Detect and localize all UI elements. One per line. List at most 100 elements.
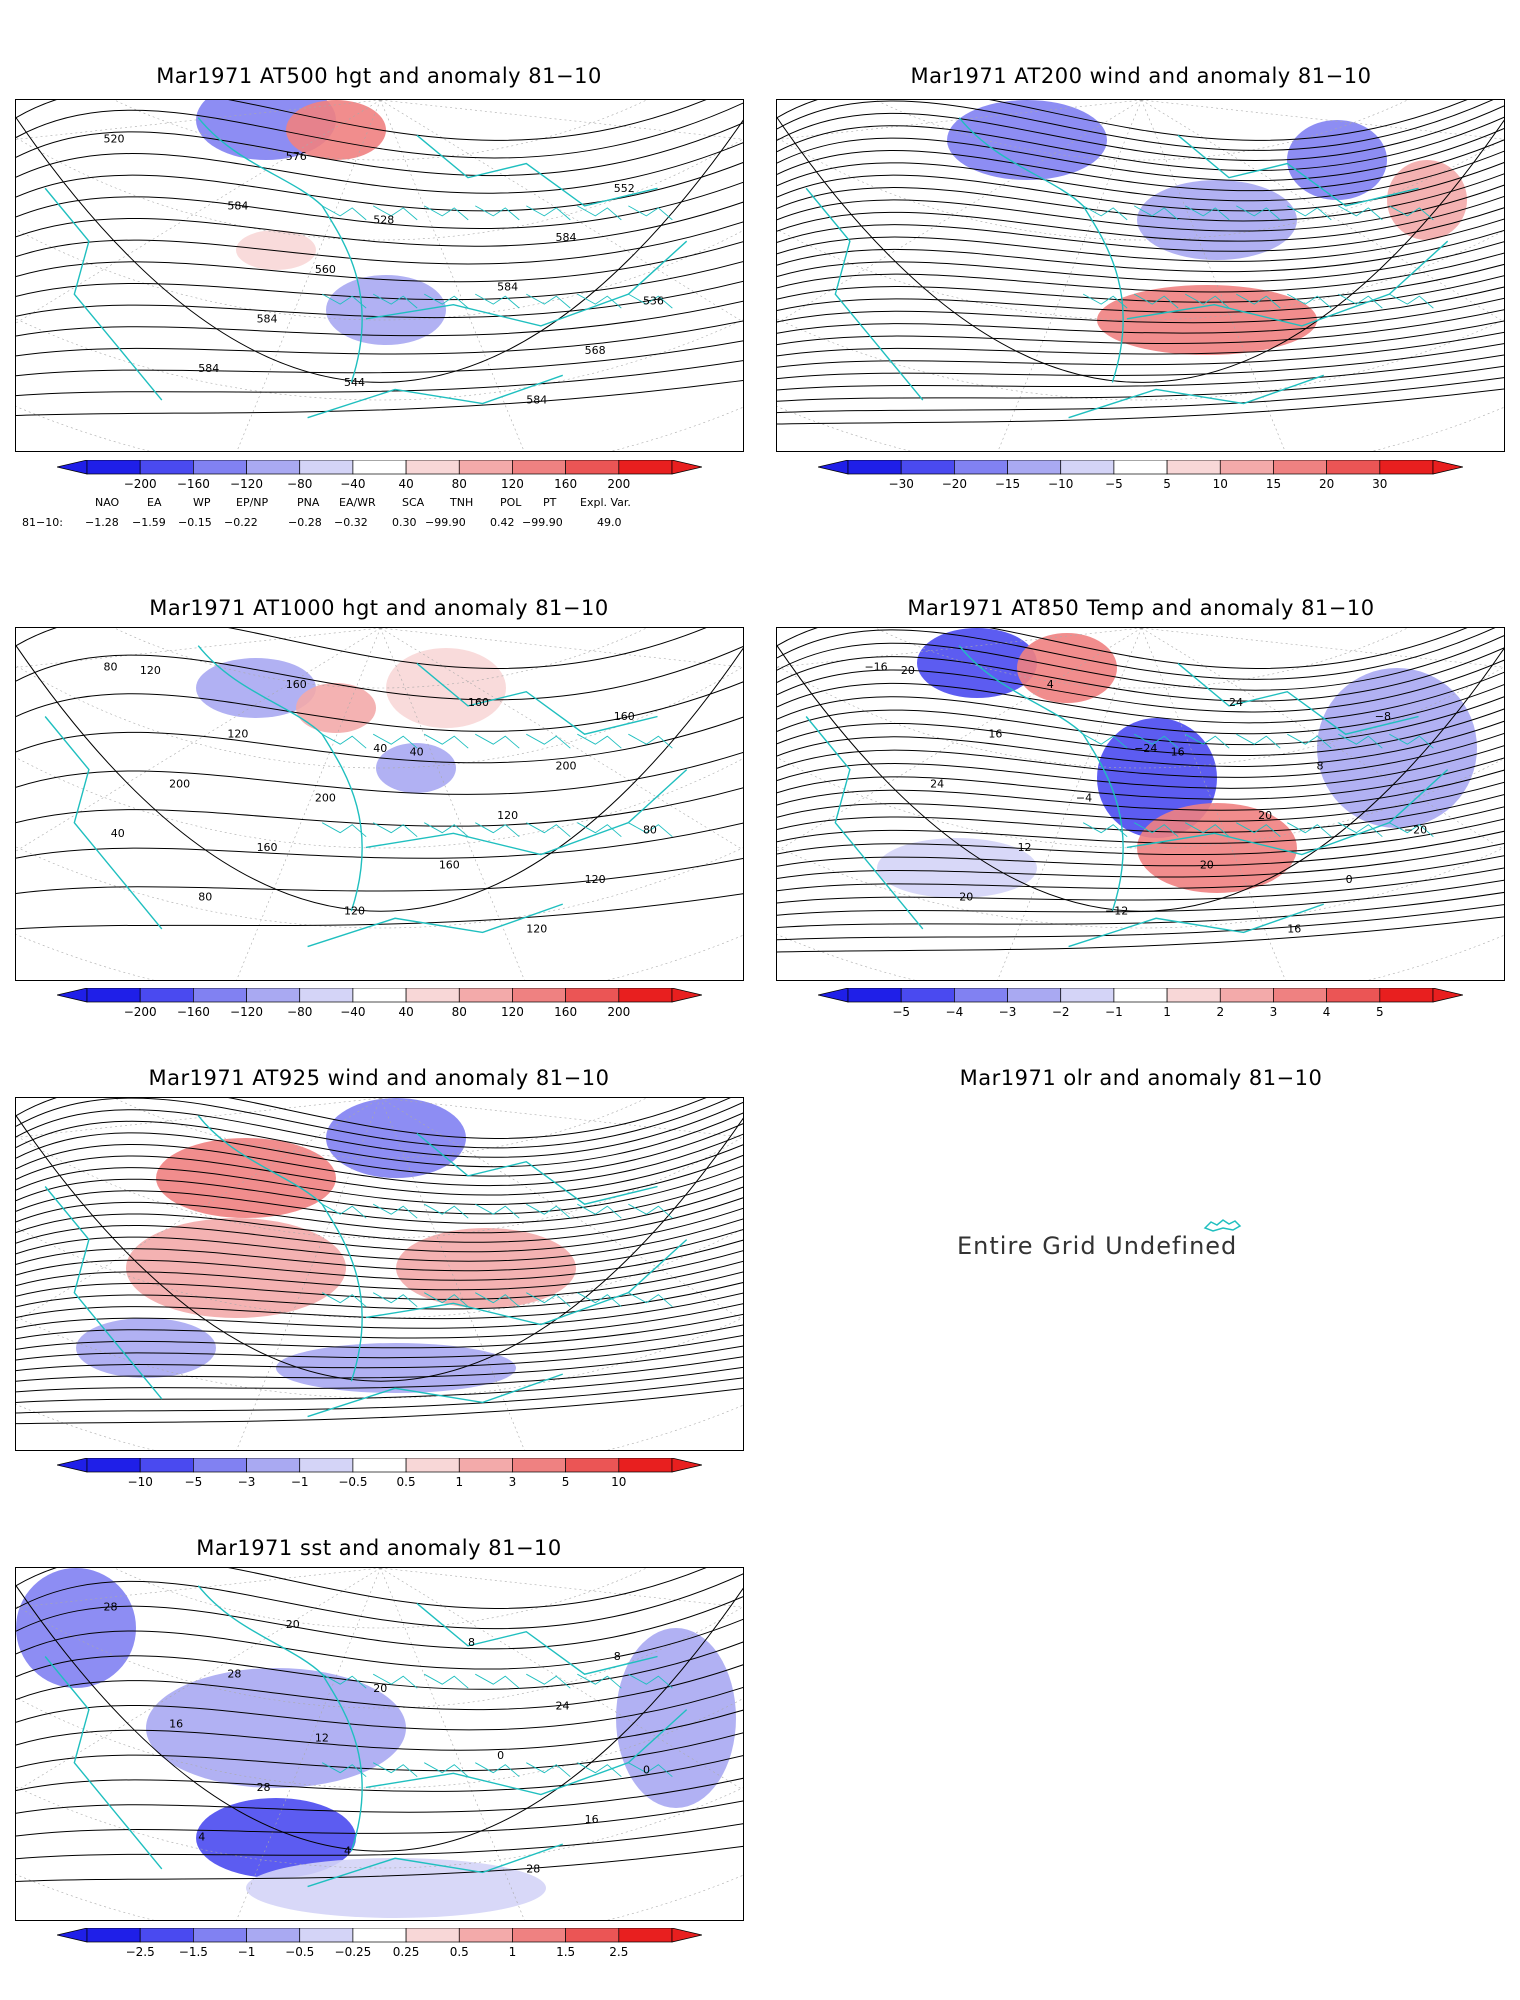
- colorbar-swatch: [512, 1928, 566, 1943]
- colorbar-swatch: [352, 1458, 407, 1473]
- colorbar-swatch: [954, 460, 1008, 475]
- contour-line: [777, 879, 1504, 916]
- olr-coast-fragment-icon: [1203, 1219, 1242, 1232]
- contour-line: [777, 320, 1504, 357]
- country-border: [321, 205, 367, 221]
- country-border: [321, 1673, 367, 1689]
- anomaly-shading: [376, 743, 456, 793]
- colorbar-tick-label: −15: [994, 477, 1021, 491]
- contour-label: 8: [614, 1650, 621, 1663]
- contour-line: [777, 139, 1504, 192]
- contour-line: [16, 1324, 743, 1361]
- country-border: [424, 1673, 469, 1689]
- country-border: [424, 205, 469, 221]
- country-border: [372, 205, 418, 221]
- colorbar-left-arrow: [57, 1928, 88, 1943]
- colorbar-tick-label: −30: [888, 477, 914, 491]
- contour-line: [777, 263, 1504, 303]
- anomaly-shading: [1097, 285, 1317, 355]
- colorbar-swatch: [1379, 460, 1434, 475]
- contour-line: [16, 1777, 743, 1814]
- contour-line: [777, 696, 1504, 745]
- idx-header-ea: EA: [147, 496, 162, 509]
- country-border: [628, 1762, 673, 1778]
- colorbar-swatch: [246, 460, 301, 475]
- colorbar-tick-label: 200: [607, 477, 631, 491]
- colorbar-swatch: [86, 988, 141, 1003]
- idx-value-pt: −99.90: [522, 516, 563, 529]
- contour-line: [777, 100, 1468, 141]
- country-border: [526, 733, 571, 749]
- contour-line: [16, 1144, 743, 1196]
- contour-line: [777, 659, 1504, 713]
- contour-line: [16, 1356, 743, 1393]
- contour-label: 20: [901, 664, 915, 677]
- contour-label: 28: [526, 1862, 540, 1875]
- contour-label: 584: [526, 394, 547, 407]
- contour-line: [777, 331, 1504, 368]
- idx-value-pna: −0.28: [288, 516, 322, 529]
- colorbar-at850-ramp: [818, 988, 1463, 1003]
- country-border: [1133, 733, 1179, 749]
- latitude-circle: [16, 318, 743, 401]
- contours: [16, 100, 743, 416]
- contour-line: [16, 1229, 743, 1272]
- coastline: [365, 769, 688, 856]
- colorbar-right-arrow: [1432, 460, 1463, 475]
- map-at500-canvas: 520 528 536 544 552 560 568 576 584 584 584 584 584 5…: [16, 100, 743, 451]
- colorbar-tick-label: 3: [508, 1475, 517, 1489]
- latitude-circle: [777, 846, 1504, 929]
- country-border: [424, 1203, 469, 1219]
- contour-label: 24: [555, 1700, 569, 1713]
- colorbar-right-arrow: [671, 1928, 702, 1943]
- colorbar-tick-label: −1: [1105, 1005, 1123, 1019]
- colorbar-tick-label: −3: [998, 1005, 1017, 1019]
- hemisphere-edge: [777, 117, 1504, 383]
- idx-header-pol: POL: [500, 496, 522, 509]
- contour-label: −16: [864, 660, 887, 673]
- contour-line: [777, 309, 1504, 346]
- colorbar-tick-label: −80: [287, 1005, 313, 1019]
- contour-line: [777, 830, 1504, 867]
- colorbar-swatch: [246, 988, 301, 1003]
- coastline: [365, 240, 688, 327]
- colorbar-swatch: [1166, 460, 1221, 475]
- country-border: [577, 822, 622, 838]
- country-border: [526, 1203, 571, 1219]
- colorbar-swatch: [246, 1458, 301, 1473]
- contour-line: [16, 893, 743, 930]
- colorbar-left-arrow: [57, 460, 88, 475]
- country-border: [1185, 293, 1230, 309]
- contour-line: [777, 867, 1504, 904]
- colorbar-left-arrow: [57, 988, 88, 1003]
- colorbar-swatch: [954, 988, 1008, 1003]
- contour-label: 0: [1346, 873, 1353, 886]
- colorbar-at500: −200 −160 −120 −80 −40 40 80 120 160 200: [57, 460, 702, 500]
- contour-line: [16, 181, 743, 229]
- contour-line: [16, 340, 743, 377]
- colorbar-tick-label: −160: [176, 477, 210, 491]
- contour-label: 20: [959, 891, 973, 904]
- contour-line: [777, 745, 1504, 789]
- map-at925: [15, 1097, 744, 1451]
- idx-header-eawr: EA/WR: [339, 496, 376, 509]
- contour-line: [16, 1101, 743, 1158]
- coastlines: [805, 645, 1449, 948]
- contour-label: 16: [1287, 922, 1301, 935]
- idx-header-wp: WP: [193, 496, 211, 509]
- coastline: [1177, 134, 1419, 207]
- colorbar-swatch: [405, 1928, 460, 1943]
- contour-line: [16, 300, 743, 337]
- country-border: [526, 205, 571, 221]
- contour-line: [16, 1197, 743, 1243]
- idx-value-eawr: −0.32: [334, 516, 368, 529]
- lat-lon-grid: [16, 628, 743, 980]
- colorbar-swatch: [405, 988, 460, 1003]
- contour-line: [16, 102, 743, 159]
- contour-line: [16, 142, 743, 194]
- contours: [777, 100, 1504, 425]
- contour-label: 4: [1047, 678, 1054, 691]
- contour-label: 584: [227, 199, 248, 212]
- country-border: [628, 1673, 673, 1689]
- country-border: [1338, 293, 1383, 309]
